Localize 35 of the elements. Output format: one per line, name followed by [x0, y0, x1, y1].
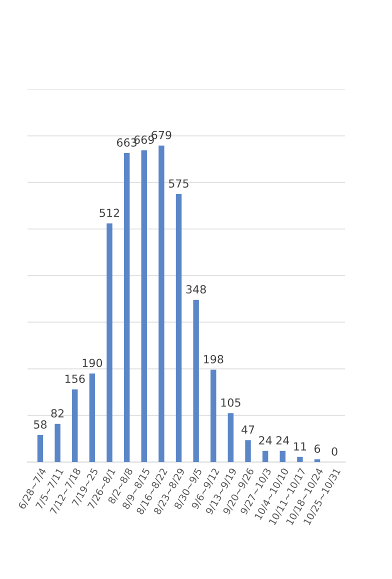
data-label: 24: [259, 436, 272, 444]
data-label: 190: [82, 358, 102, 368]
bar: [37, 435, 44, 462]
bar: [210, 370, 216, 462]
data-label: 24: [276, 436, 290, 444]
data-label: 512: [100, 208, 119, 218]
bar: [106, 223, 112, 462]
data-label: 575: [169, 179, 188, 188]
bar: [158, 146, 164, 462]
bar: [124, 153, 130, 462]
bar: [262, 450, 268, 462]
data-label: 679: [152, 130, 172, 140]
data-label: 82: [51, 409, 64, 418]
bar: [89, 373, 96, 462]
data-label: 663: [116, 138, 137, 147]
bar: [280, 450, 286, 462]
bar: [176, 194, 182, 462]
data-label: 0: [332, 447, 338, 456]
bar: [297, 456, 303, 462]
data-label: 348: [186, 285, 206, 294]
data-label: 6: [314, 444, 320, 453]
bar: [245, 440, 251, 462]
data-label: 47: [241, 426, 254, 434]
data-label: 105: [221, 398, 240, 407]
data-label: 11: [294, 442, 306, 450]
bar: [54, 424, 60, 462]
bar: [141, 150, 147, 462]
data-label: 198: [204, 355, 224, 364]
bar: [228, 413, 234, 462]
bar: [193, 300, 199, 462]
data-label: 58: [34, 420, 47, 429]
bar: [72, 389, 78, 462]
data-label: 669: [134, 136, 154, 144]
data-label: 156: [65, 374, 85, 384]
bar: [314, 459, 320, 462]
